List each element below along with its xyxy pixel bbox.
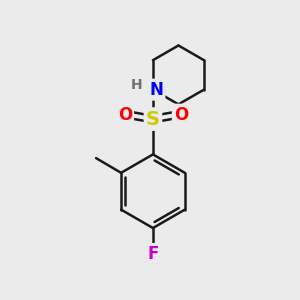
Text: N: N — [149, 81, 164, 99]
Text: F: F — [147, 245, 159, 263]
Text: H: H — [131, 78, 142, 92]
Text: O: O — [174, 106, 188, 124]
Text: O: O — [118, 106, 132, 124]
Text: S: S — [146, 110, 160, 129]
